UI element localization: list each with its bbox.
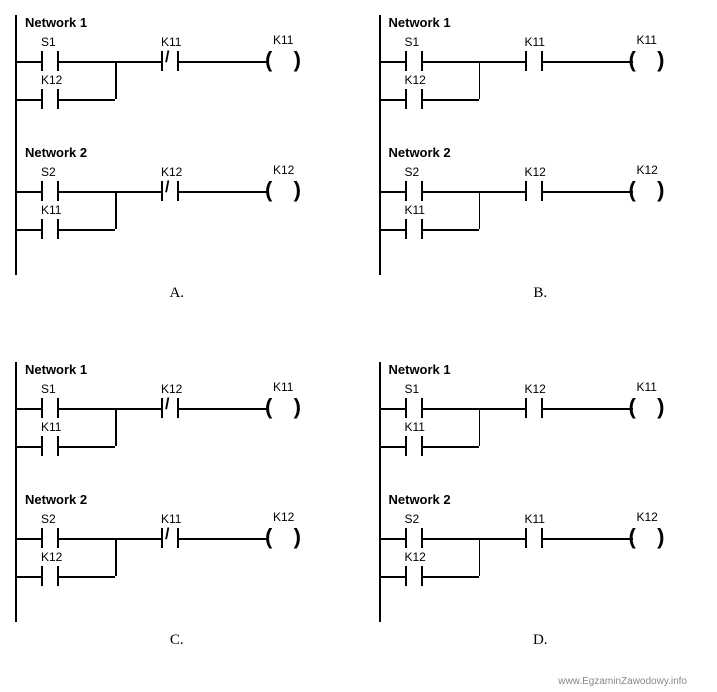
contact-label: K12 xyxy=(161,382,182,396)
coil-k12: K12 () xyxy=(265,179,301,203)
network-title: Network 1 xyxy=(389,15,451,30)
power-rail xyxy=(15,15,17,275)
network-title: Network 1 xyxy=(389,362,451,377)
coil-label: K12 xyxy=(273,163,294,177)
coil-k12: K12 () xyxy=(629,526,665,550)
network-title: Network 1 xyxy=(25,362,87,377)
watermark: www.EgzaminZawodowy.info xyxy=(558,676,687,687)
coil-label: K12 xyxy=(637,510,658,524)
contact-label: K11 xyxy=(161,35,181,49)
contact-label: S1 xyxy=(405,382,420,396)
network-title: Network 2 xyxy=(389,145,451,160)
option-b: Network 1 S1 K12 K11 K11 () Network 2 S2 xyxy=(379,15,703,302)
network-title: Network 2 xyxy=(25,145,87,160)
option-label: C. xyxy=(15,632,339,649)
ladder-diagram: Network 1 S1 K11 K12 K11 () Network 2 S2 xyxy=(379,362,679,622)
coil-k11: K11 () xyxy=(629,396,665,420)
contact-label: K11 xyxy=(405,203,425,217)
contact-label: S2 xyxy=(405,512,420,526)
option-d: Network 1 S1 K11 K12 K11 () Network 2 S2 xyxy=(379,362,703,649)
contact-label: K12 xyxy=(525,382,546,396)
contact-label: S1 xyxy=(41,35,56,49)
power-rail xyxy=(379,15,381,275)
power-rail xyxy=(15,362,17,622)
coil-k12: K12 () xyxy=(629,179,665,203)
contact-label: K11 xyxy=(41,420,61,434)
ladder-diagram: Network 1 S1 K11 K12 / K11 () Network 2 … xyxy=(15,362,315,622)
network-title: Network 2 xyxy=(389,492,451,507)
coil-label: K12 xyxy=(273,510,294,524)
contact-label: S1 xyxy=(41,382,56,396)
contact-label: K11 xyxy=(525,512,545,526)
coil-label: K11 xyxy=(637,380,657,394)
coil-label: K11 xyxy=(273,33,293,47)
network-title: Network 1 xyxy=(25,15,87,30)
coil-label: K12 xyxy=(637,163,658,177)
option-label: A. xyxy=(15,285,339,302)
coil-k11: K11 () xyxy=(265,396,301,420)
coil-k11: K11 () xyxy=(629,49,665,73)
contact-label: K12 xyxy=(41,550,62,564)
contact-label: S2 xyxy=(405,165,420,179)
coil-label: K11 xyxy=(273,380,293,394)
option-label: D. xyxy=(379,632,703,649)
option-a: Network 1 S1 K12 K11 / K11 () Network 2 … xyxy=(15,15,339,302)
contact-label: K11 xyxy=(161,512,181,526)
coil-k12: K12 () xyxy=(265,526,301,550)
contact-label: K12 xyxy=(405,73,426,87)
contact-label: K12 xyxy=(41,73,62,87)
contact-label: K11 xyxy=(525,35,545,49)
network-title: Network 2 xyxy=(25,492,87,507)
option-label: B. xyxy=(379,285,703,302)
power-rail xyxy=(379,362,381,622)
contact-label: K12 xyxy=(405,550,426,564)
coil-k11: K11 () xyxy=(265,49,301,73)
contact-label: K12 xyxy=(525,165,546,179)
coil-label: K11 xyxy=(637,33,657,47)
ladder-diagram: Network 1 S1 K12 K11 K11 () Network 2 S2 xyxy=(379,15,679,275)
option-c: Network 1 S1 K11 K12 / K11 () Network 2 … xyxy=(15,362,339,649)
contact-label: K11 xyxy=(405,420,425,434)
contact-label: K11 xyxy=(41,203,61,217)
contact-label: S2 xyxy=(41,165,56,179)
contact-label: K12 xyxy=(161,165,182,179)
ladder-diagram: Network 1 S1 K12 K11 / K11 () Network 2 … xyxy=(15,15,315,275)
contact-label: S1 xyxy=(405,35,420,49)
contact-label: S2 xyxy=(41,512,56,526)
